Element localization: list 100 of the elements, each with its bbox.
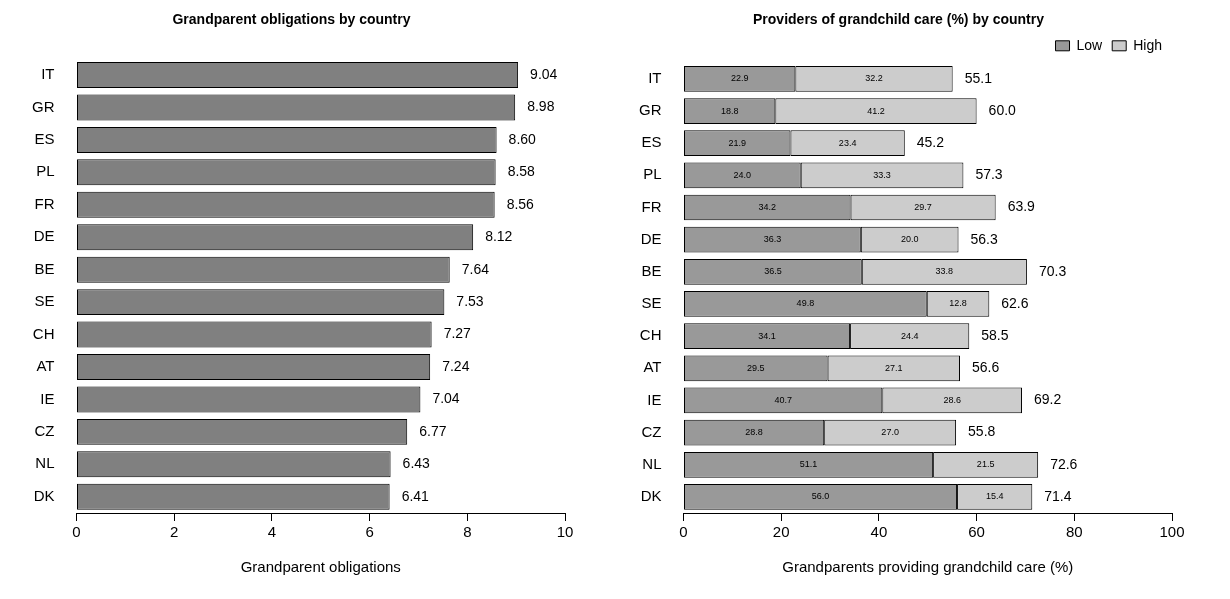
x-tick-label: 8 [463, 523, 472, 541]
y-tick-label: PL [643, 165, 662, 183]
x-tick-label: 2 [170, 523, 179, 541]
data-label: 27.1 [885, 362, 903, 373]
data-label: 7.64 [461, 260, 490, 277]
y-tick-label: ES [641, 133, 662, 151]
y-tick-label: FR [641, 197, 662, 215]
data-label: 36.5 [764, 266, 782, 277]
data-label: 24.0 [733, 169, 752, 180]
x-axis-title: Grandparents providing grandchild care (%) [782, 558, 1074, 576]
total-label: 57.3 [975, 166, 1003, 183]
y-tick-label: AT [643, 358, 662, 376]
x-tick-label: 60 [968, 523, 985, 541]
data-label: 18.8 [720, 105, 739, 116]
data-label: 34.2 [758, 201, 777, 212]
y-tick-label: CZ [34, 422, 55, 440]
chart-title: Providers of grandchild care (%) by country [753, 11, 1045, 28]
y-tick-label: DE [33, 227, 55, 245]
total-label: 60.0 [988, 101, 1017, 118]
data-label: 7.53 [456, 292, 484, 309]
data-label: 24.4 [900, 330, 919, 341]
legend-label: Low [1076, 36, 1104, 53]
y-tick-label: IT [648, 69, 662, 87]
data-label: 29.5 [747, 362, 765, 373]
total-label: 55.1 [964, 69, 993, 86]
data-label: 27.0 [881, 427, 899, 438]
x-tick-label: 40 [870, 523, 888, 541]
data-label: 8.98 [527, 98, 555, 115]
y-tick-label: CH [639, 326, 662, 344]
total-label: 70.3 [1038, 262, 1067, 279]
x-tick-label: 10 [556, 523, 574, 541]
y-tick-label: NL [642, 454, 662, 472]
data-label: 6.41 [401, 487, 430, 504]
total-label: 56.3 [970, 230, 998, 247]
data-label: 23.4 [838, 137, 857, 148]
data-label: 6.77 [419, 422, 447, 439]
total-label: 56.6 [971, 359, 1000, 376]
y-tick-label: FR [34, 194, 55, 212]
y-tick-label: DK [640, 487, 662, 505]
total-label: 69.2 [1034, 391, 1062, 408]
x-tick-label: 4 [267, 523, 277, 541]
legend-label: High [1133, 36, 1162, 53]
data-label: 9.04 [530, 65, 558, 82]
x-tick-label: 80 [1065, 523, 1083, 541]
data-label: 28.8 [745, 427, 763, 438]
x-axis-title: Grandparent obligations [240, 558, 401, 576]
data-label: 33.8 [935, 266, 954, 277]
data-label: 7.27 [443, 325, 472, 342]
data-label: 28.6 [943, 394, 961, 405]
total-label: 55.8 [968, 423, 996, 440]
data-label: 34.1 [758, 330, 776, 341]
total-label: 62.6 [1001, 294, 1029, 311]
data-label: 49.8 [796, 298, 815, 309]
y-tick-label: AT [36, 357, 55, 375]
chart-title: Grandparent obligations by country [172, 11, 411, 28]
x-tick-label: 100 [1159, 523, 1185, 541]
data-label: 8.56 [506, 195, 535, 212]
y-tick-label: NL [35, 454, 55, 472]
data-label: 21.5 [976, 459, 995, 470]
x-tick-label: 6 [365, 523, 374, 541]
y-tick-label: DK [33, 486, 55, 504]
y-tick-label: DE [640, 229, 662, 247]
y-tick-label: IE [647, 390, 662, 408]
y-tick-label: SE [34, 292, 55, 310]
y-tick-label: IT [41, 65, 55, 83]
data-label: 40.7 [774, 394, 792, 405]
y-tick-label: BE [641, 261, 662, 279]
data-label: 6.43 [402, 455, 431, 472]
data-label: 36.3 [763, 234, 782, 245]
y-tick-label: CH [32, 324, 55, 342]
total-label: 71.4 [1044, 487, 1072, 504]
data-label: 21.9 [728, 137, 747, 148]
total-label: 45.2 [916, 134, 945, 151]
data-label: 7.24 [442, 357, 470, 374]
y-tick-label: CZ [641, 422, 662, 440]
total-label: 72.6 [1050, 455, 1078, 472]
data-label: 41.2 [867, 105, 885, 116]
data-label: 8.58 [507, 163, 536, 180]
total-label: 63.9 [1007, 198, 1036, 215]
y-tick-label: ES [34, 130, 55, 148]
data-label: 33.3 [873, 169, 891, 180]
x-tick-label: 20 [772, 523, 790, 541]
data-label: 7.04 [432, 390, 460, 407]
data-label: 12.8 [949, 298, 967, 309]
data-label: 56.0 [811, 491, 830, 502]
x-tick-label: 0 [72, 523, 81, 541]
data-label: 20.0 [900, 234, 919, 245]
y-tick-label: PL [36, 162, 55, 180]
data-label: 22.9 [730, 73, 749, 84]
data-label: 8.12 [485, 228, 513, 245]
data-label: 29.7 [914, 201, 932, 212]
x-tick-label: 0 [679, 523, 688, 541]
y-tick-label: SE [641, 294, 662, 312]
y-tick-label: BE [34, 259, 55, 277]
y-tick-label: GR [639, 101, 662, 119]
y-tick-label: IE [40, 389, 55, 407]
total-label: 58.5 [981, 327, 1009, 343]
data-label: 15.4 [985, 491, 1004, 502]
data-label: 32.2 [865, 73, 883, 84]
data-label: 8.60 [508, 130, 537, 147]
